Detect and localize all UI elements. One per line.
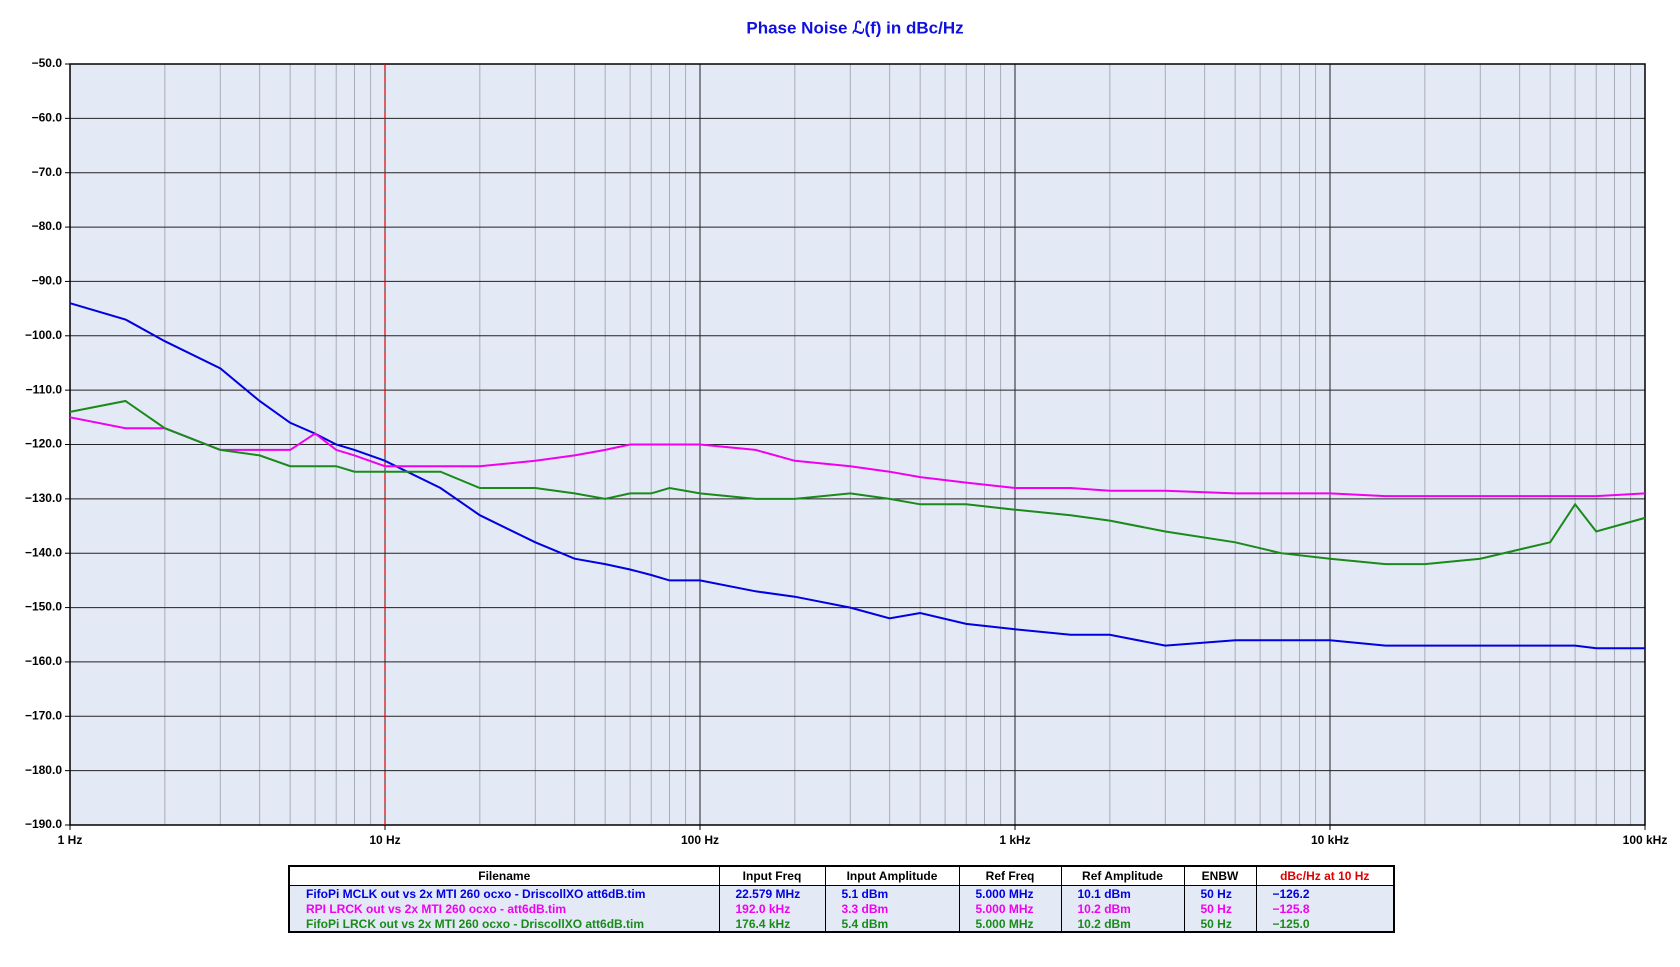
y-tick-label: −110.0 <box>26 382 63 396</box>
chart: Phase Noise ℒ(f) in dBc/Hz −50.0 −60.0 −70… <box>25 18 1668 847</box>
series-line <box>69 416 1646 498</box>
legend-table: Filename Input Freq Input Amplitude Ref Fre… <box>288 865 1395 933</box>
table-cell: 50 Hz <box>1183 901 1257 916</box>
y-tick-label: −100.0 <box>25 328 62 342</box>
y-tick-label: −180.0 <box>25 763 62 777</box>
y-tick-label: −150.0 <box>25 600 62 614</box>
table-cell: 5.4 dBm <box>824 916 960 932</box>
table-cell: 10.2 dBm <box>1060 916 1185 932</box>
chart-title: Phase Noise ℒ(f) in dBc/Hz <box>746 18 963 37</box>
y-tick-label: −80.0 <box>32 219 63 233</box>
y-tick-label: −60.0 <box>32 111 63 125</box>
y-tick-label: −50.0 <box>32 56 63 70</box>
series-line <box>69 399 1646 566</box>
table-header: Input Amplitude <box>824 866 960 886</box>
table-header: Input Freq <box>718 866 826 886</box>
y-tick-label: −160.0 <box>25 654 62 668</box>
x-tick-label: 1 kHz <box>999 833 1030 847</box>
table-header: Ref Freq <box>958 866 1062 886</box>
table-cell: 192.0 kHz <box>718 901 826 916</box>
x-tick-label: 100 Hz <box>681 833 719 847</box>
legend-entry: FifoPi MCLK out vs 2x MTI 260 ocxo - Dri… <box>288 885 720 901</box>
x-tick-label: 1 Hz <box>58 833 83 847</box>
plot-border <box>69 63 1646 826</box>
table-cell: 10.2 dBm <box>1060 901 1185 916</box>
table-cell: −125.0 <box>1255 916 1395 932</box>
y-tick-label: −120.0 <box>25 437 62 451</box>
legend-entry: FifoPi LRCK out vs 2x MTI 260 ocxo - Dri… <box>288 916 720 932</box>
series-line <box>69 302 1645 650</box>
table-cell: 5.000 MHz <box>958 885 1062 901</box>
x-tick-label: 10 kHz <box>1311 833 1349 847</box>
table-header: dBc/Hz at 10 Hz <box>1255 866 1395 886</box>
table-cell: 5.1 dBm <box>824 885 960 901</box>
table-row: RPI LRCK out vs 2x MTI 260 ocxo - att6dB… <box>288 901 1395 916</box>
table-header: Filename <box>288 866 720 886</box>
x-tick-label: 100 kHz <box>1623 833 1668 847</box>
table-header: Ref Amplitude <box>1060 866 1185 886</box>
table-cell: 22.579 MHz <box>718 885 826 901</box>
x-tick-label: 10 Hz <box>369 833 400 847</box>
table-row: FifoPi MCLK out vs 2x MTI 260 ocxo - Dri… <box>288 885 1395 901</box>
table-cell: 5.000 MHz <box>958 901 1062 916</box>
table-row: FifoPi LRCK out vs 2x MTI 260 ocxo - Dri… <box>288 916 1395 932</box>
table-cell: 50 Hz <box>1183 885 1257 901</box>
y-tick-label: −190.0 <box>25 817 62 831</box>
table-cell: −126.2 <box>1255 885 1395 901</box>
table-header: ENBW <box>1183 866 1257 886</box>
table-cell: −125.8 <box>1255 901 1395 916</box>
y-tick-label: −130.0 <box>25 491 62 505</box>
y-tick-label: −90.0 <box>32 274 63 288</box>
legend-entry: RPI LRCK out vs 2x MTI 260 ocxo - att6dB… <box>288 901 720 916</box>
y-tick-label: −170.0 <box>25 708 62 722</box>
table-cell: 50 Hz <box>1183 916 1257 932</box>
y-tick-label: −140.0 <box>25 545 62 559</box>
table-cell: 3.3 dBm <box>824 901 960 916</box>
table-cell: 176.4 kHz <box>718 916 826 932</box>
y-tick-label: −70.0 <box>32 165 63 179</box>
table-cell: 10.1 dBm <box>1060 885 1185 901</box>
table-cell: 5.000 MHz <box>958 916 1062 932</box>
